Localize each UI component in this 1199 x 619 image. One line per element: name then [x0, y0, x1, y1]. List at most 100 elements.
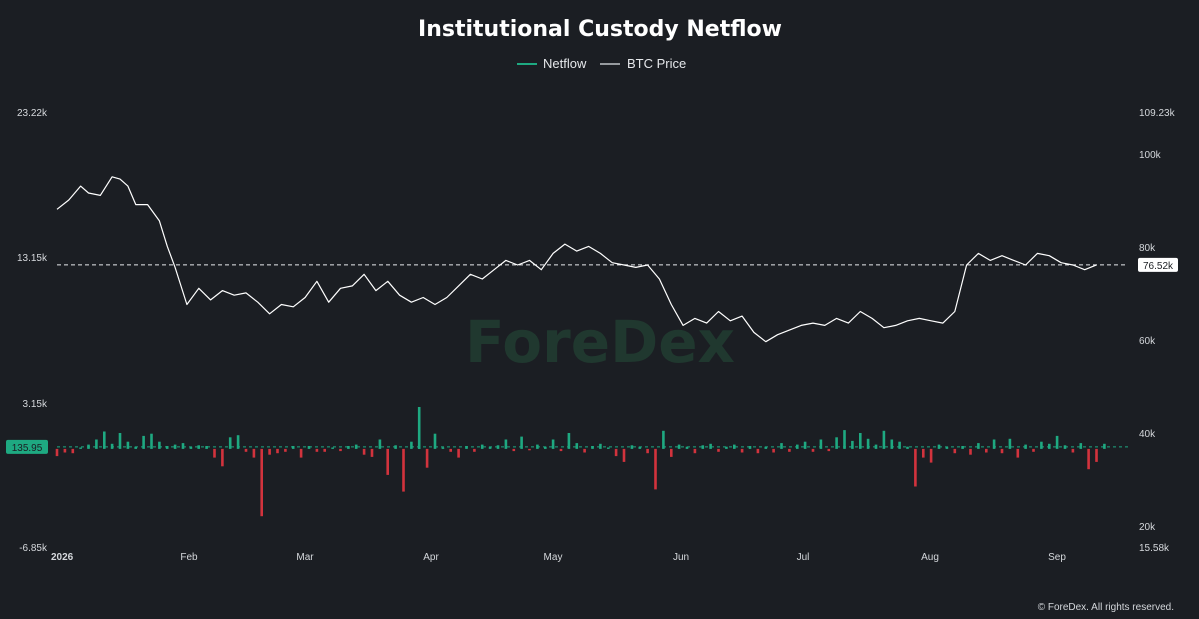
netflow-bar	[1071, 448, 1075, 453]
netflow-bar	[402, 448, 405, 492]
netflow-current-badge-bg	[6, 439, 48, 454]
netflow-bar	[63, 448, 67, 453]
netflow-bar	[654, 448, 657, 490]
price-series	[56, 176, 1128, 343]
netflow-bar	[851, 440, 854, 449]
netflow-current-badge: 135.95	[6, 439, 48, 454]
x-axis-tick: Jul	[797, 552, 810, 563]
netflow-bar	[929, 448, 933, 463]
x-axis-tick: Feb	[180, 552, 198, 563]
netflow-bar	[756, 448, 760, 454]
netflow-bar	[173, 444, 177, 449]
netflow-bar	[244, 448, 248, 452]
netflow-bar	[110, 443, 114, 449]
netflow-bar	[347, 446, 350, 449]
netflow-bar	[339, 448, 342, 452]
netflow-bar	[764, 446, 768, 449]
netflow-bar	[512, 448, 516, 452]
netflow-bar	[992, 439, 996, 449]
netflow-bar	[953, 448, 957, 454]
netflow-bar	[504, 439, 508, 449]
price-current-badge-label: 76.52k	[1143, 261, 1174, 272]
netflow-bar	[961, 446, 964, 449]
netflow-bar	[103, 431, 106, 449]
netflow-bar	[591, 446, 594, 449]
netflow-bar	[670, 448, 673, 457]
netflow-bar	[638, 446, 642, 449]
netflow-bar	[866, 438, 870, 449]
left-axis-tick: -6.85k	[19, 543, 48, 554]
netflow-bar	[236, 435, 240, 449]
netflow-bar	[315, 448, 319, 452]
netflow-bar	[323, 448, 326, 452]
netflow-bar	[551, 439, 555, 449]
netflow-bar	[780, 443, 783, 449]
netflow-bar	[914, 448, 917, 487]
netflow-bar	[268, 448, 271, 455]
netflow-bar	[71, 448, 75, 454]
netflow-bar	[465, 446, 468, 449]
netflow-bar	[772, 448, 775, 453]
netflow-bar	[488, 446, 492, 449]
netflow-bar	[142, 435, 145, 449]
legend-btc-price-label: BTC Price	[627, 56, 686, 71]
legend: Netflow BTC Price	[517, 56, 686, 71]
x-axis-tick: Sep	[1048, 552, 1066, 563]
netflow-bar	[969, 448, 972, 455]
legend-netflow-label: Netflow	[543, 56, 587, 71]
price-current-badge-bg	[1138, 257, 1178, 272]
chart-title: Institutional Custody Netflow	[418, 17, 782, 42]
netflow-bar	[544, 446, 547, 449]
left-axis-tick: 23.22k	[17, 108, 48, 119]
netflow-bar	[299, 448, 303, 458]
right-axis-tick: 80k	[1139, 243, 1156, 254]
copyright: © ForeDex. All rights reserved.	[1038, 602, 1174, 613]
netflow-bar	[685, 446, 689, 449]
netflow-bar	[646, 448, 649, 454]
netflow-bar	[95, 439, 98, 449]
netflow-bar	[252, 448, 256, 458]
x-axis-tick: Apr	[423, 552, 439, 563]
netflow-bar	[859, 433, 862, 449]
netflow-bar	[55, 448, 59, 457]
netflow-bar	[835, 437, 838, 449]
netflow-bar	[740, 448, 744, 453]
netflow-bar	[221, 448, 224, 467]
netflow-bar	[748, 446, 752, 449]
netflow-bar	[567, 433, 571, 449]
netflow-bars	[55, 407, 1106, 517]
netflow-bar	[307, 446, 311, 449]
netflow-bar	[386, 448, 389, 475]
netflow-bar	[213, 448, 216, 458]
netflow-bar	[433, 433, 437, 449]
btc-price-line	[56, 176, 1097, 343]
netflow-bar	[1016, 448, 1020, 458]
left-axis: 23.22k 13.15k 3.15k -6.85k	[17, 108, 48, 554]
netflow-bar	[165, 446, 169, 449]
netflow-bar	[370, 448, 374, 457]
price-current-badge: 76.52k	[1138, 257, 1178, 272]
netflow-bar	[197, 445, 200, 449]
netflow-bar	[1040, 441, 1043, 449]
x-axis-tick: 2026	[51, 552, 74, 563]
netflow-bar	[150, 433, 153, 449]
netflow-bar	[118, 433, 122, 449]
netflow-bar	[1048, 443, 1051, 449]
netflow-bar	[331, 447, 334, 449]
netflow-bar	[228, 437, 232, 449]
netflow-bar	[1032, 448, 1035, 452]
netflow-bar	[79, 447, 82, 449]
right-axis-tick: 20k	[1139, 522, 1156, 533]
netflow-bar	[583, 448, 586, 453]
netflow-bar	[1055, 435, 1059, 449]
netflow-bar	[890, 439, 894, 449]
netflow-bar	[630, 445, 634, 449]
netflow-bar	[677, 444, 681, 449]
netflow-bar	[417, 407, 421, 449]
netflow-bar	[276, 448, 279, 454]
x-axis-tick: Mar	[296, 552, 314, 563]
netflow-bar	[205, 446, 208, 449]
netflow-bar	[441, 447, 445, 449]
netflow-bar	[410, 441, 413, 449]
right-axis-tick: 60k	[1139, 336, 1156, 347]
